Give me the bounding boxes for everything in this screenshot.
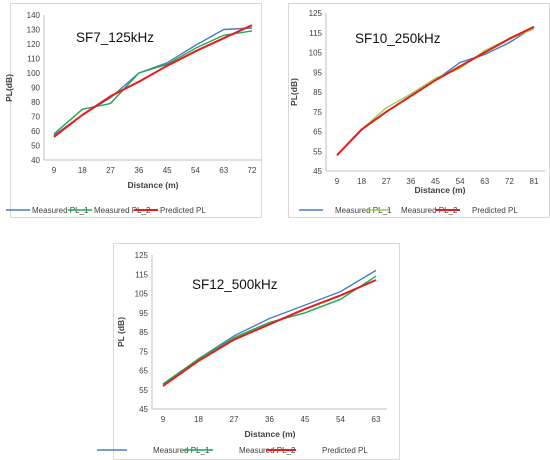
series-line-3 — [162, 279, 377, 387]
series-line-2 — [53, 30, 253, 135]
legend-entry: Predicted PL — [322, 446, 368, 455]
x-tick-label: 63 — [480, 177, 489, 186]
chart-title: SF10_250kHz — [355, 31, 441, 46]
y-tick-label: 75 — [313, 108, 322, 117]
chart-legend: Measured PL_1 Measured PL_2 Predicted PL — [6, 206, 206, 215]
x-tick-label: 27 — [106, 166, 115, 175]
y-tick-label: 115 — [309, 29, 322, 38]
x-axis-label: Distance (m) — [127, 180, 178, 190]
chart-frame — [288, 3, 550, 218]
x-tick-label: 9 — [52, 166, 57, 175]
legend-entry: Measured PL_1 — [335, 206, 392, 215]
x-axis-label: Distance (m) — [244, 429, 295, 439]
x-tick-label: 36 — [406, 177, 415, 186]
y-tick-label: 55 — [139, 386, 148, 395]
legend-entry: Predicted PL — [160, 206, 206, 215]
y-tick-label: 90 — [31, 84, 40, 93]
y-tick-label: 105 — [135, 290, 149, 299]
y-tick-label: 45 — [139, 405, 148, 414]
x-tick-label: 9 — [161, 415, 166, 424]
y-tick-label: 60 — [31, 127, 40, 136]
x-tick-label: 54 — [336, 415, 345, 424]
y-tick-label: 85 — [139, 328, 148, 337]
y-tick-label: 80 — [31, 98, 40, 107]
legend-entry: Measured PL_1 — [32, 206, 89, 215]
chart-2: 45 55 65 75 85 95 105 115 125 9 18 27 36 45 54 63 72 81 SF… — [288, 3, 550, 218]
x-tick-label: 45 — [163, 166, 172, 175]
x-tick-label: 54 — [456, 177, 465, 186]
y-tick-label: 85 — [313, 88, 322, 97]
y-tick-label: 50 — [31, 142, 40, 151]
x-tick-label: 18 — [194, 415, 203, 424]
x-tick-label: 63 — [219, 166, 228, 175]
x-tick-label: 27 — [382, 177, 391, 186]
chart-title: SF12_500kHz — [192, 277, 278, 292]
y-tick-label: 40 — [31, 156, 40, 165]
y-tick-label: 65 — [139, 367, 148, 376]
y-tick-label: 115 — [135, 270, 148, 279]
x-tick-label: 27 — [230, 415, 239, 424]
y-tick-label: 75 — [139, 347, 148, 356]
series-line-3 — [336, 25, 535, 156]
y-tick-label: 45 — [313, 167, 322, 176]
x-tick-label: 63 — [372, 415, 381, 424]
y-tick-label: 130 — [27, 26, 41, 35]
y-tick-label: 95 — [313, 68, 322, 77]
y-tick-label: 70 — [31, 113, 40, 122]
x-axis-label: Distance (m) — [414, 185, 465, 195]
y-tick-label: 55 — [313, 147, 322, 156]
y-tick-label: 65 — [313, 128, 322, 137]
legend-entry: Predicted PL — [472, 206, 518, 215]
x-tick-label: 36 — [134, 166, 143, 175]
series-line-3 — [53, 24, 253, 138]
chart-title: SF7_125kHz — [76, 30, 154, 45]
y-tick-label: 125 — [309, 9, 323, 18]
y-tick-label: 125 — [135, 251, 149, 260]
y-tick-label: 110 — [27, 55, 40, 64]
legend-entry: Measured PL_1 — [153, 446, 210, 455]
x-tick-label: 72 — [505, 177, 514, 186]
chart-legend: Measured PL_1 Measured PL_2 Predicted PL — [299, 206, 518, 215]
x-tick-label: 18 — [357, 177, 366, 186]
chart-frame — [113, 243, 400, 460]
x-tick-label: 36 — [265, 415, 274, 424]
y-tick-label: 95 — [139, 309, 148, 318]
x-tick-label: 45 — [301, 415, 310, 424]
y-tick-label: 120 — [27, 40, 41, 49]
legend-entry: Measured PL_2 — [94, 206, 151, 215]
y-tick-label: 105 — [309, 49, 323, 58]
x-tick-label: 54 — [191, 166, 200, 175]
x-tick-label: 81 — [530, 177, 539, 186]
chart-1: 40 50 60 70 80 90 100 110 120 130 140 9 18 27 36 45 54 63… — [4, 3, 262, 218]
x-tick-label: 45 — [431, 177, 440, 186]
y-axis-label: PL(dB) — [289, 78, 299, 106]
y-tick-label: 100 — [27, 69, 41, 78]
x-tick-label: 9 — [335, 177, 340, 186]
series-line-2 — [162, 275, 377, 385]
chart-3: 45 55 65 75 85 95 105 115 125 9 18 27 36 45 54 63 SF12_5… — [97, 243, 400, 460]
legend-entry: Measured PL_2 — [401, 206, 458, 215]
x-tick-label: 72 — [248, 166, 257, 175]
y-axis-label: PL (dB) — [116, 317, 126, 347]
y-axis-label: PL(dB) — [4, 74, 14, 102]
y-tick-label: 140 — [27, 11, 41, 20]
x-tick-label: 18 — [78, 166, 87, 175]
